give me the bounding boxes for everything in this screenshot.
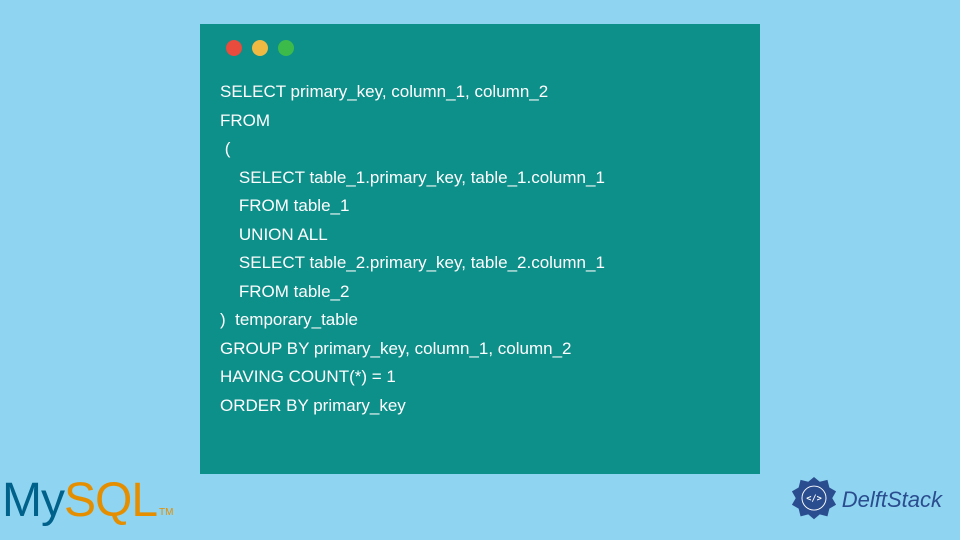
close-icon: [226, 40, 242, 56]
window-traffic-lights: [226, 40, 740, 56]
sql-code-block: SELECT primary_key, column_1, column_2 F…: [220, 78, 740, 421]
mysql-logo: MySQLTM: [2, 473, 173, 528]
delftstack-logo: </> DelftStack: [790, 476, 942, 524]
mysql-logo-my: My: [2, 473, 64, 528]
mysql-logo-tm: TM: [159, 507, 173, 518]
code-window: SELECT primary_key, column_1, column_2 F…: [200, 24, 760, 474]
svg-text:</>: </>: [806, 494, 822, 504]
minimize-icon: [252, 40, 268, 56]
delftstack-badge-icon: </>: [790, 476, 838, 524]
mysql-logo-sql: SQL: [64, 473, 157, 528]
delftstack-logo-text: DelftStack: [842, 487, 942, 513]
maximize-icon: [278, 40, 294, 56]
